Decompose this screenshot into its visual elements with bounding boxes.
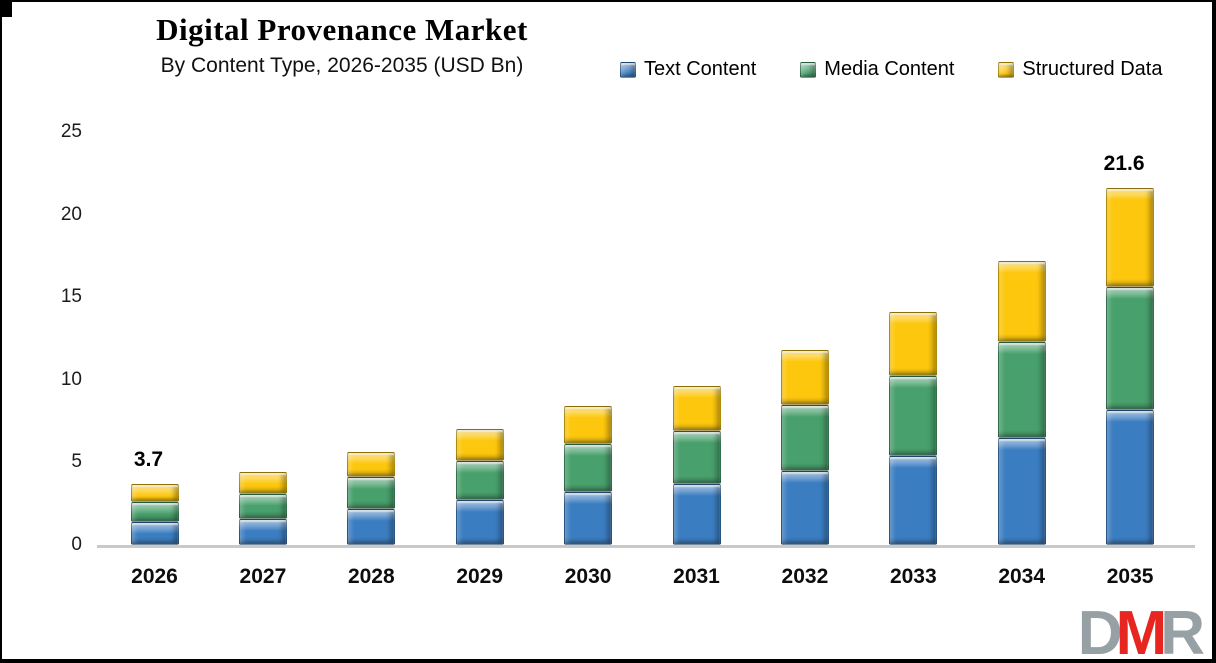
x-axis-category-label: 2033: [889, 565, 937, 588]
bar-segment-structured-data: [889, 312, 938, 377]
bar-segment-text-content: [347, 508, 396, 545]
x-axis-category-label: 2026: [131, 565, 178, 588]
bar-segment-text-content: [997, 437, 1046, 545]
bar-segment-structured-data: [997, 260, 1046, 342]
corner-notch: [2, 2, 12, 17]
bar-2027: [238, 2, 287, 545]
bar-segment-media-content: [238, 493, 287, 519]
legend-swatch-icon: [620, 61, 636, 78]
x-axis-category-label: 2027: [239, 565, 287, 588]
bar-segment-media-content: [564, 444, 613, 493]
bar-2032: [780, 2, 829, 545]
bar-2030: [564, 2, 613, 545]
bar-segment-text-content: [564, 492, 613, 545]
x-axis-line: [97, 545, 1195, 548]
bar-segment-media-content: [455, 460, 504, 501]
y-axis-tick-label: 20: [60, 203, 82, 225]
bar-segment-media-content: [889, 376, 938, 456]
bar-total-label: 21.6: [1103, 152, 1145, 176]
bar-segment-text-content: [238, 518, 287, 545]
logo-letter: D: [1077, 599, 1123, 663]
bar-segment-structured-data: [238, 472, 287, 494]
y-axis-tick-label: 0: [71, 534, 82, 555]
legend-label: Structured Data: [1022, 58, 1163, 80]
bar-segment-structured-data: [130, 483, 179, 503]
logo-letter: R: [1160, 599, 1205, 663]
legend-label: Media Content: [824, 58, 955, 80]
bar-segment-structured-data: [1106, 188, 1155, 288]
bar-2034: [997, 2, 1046, 545]
legend-swatch-icon: [800, 61, 817, 78]
bar-segment-structured-data: [455, 429, 504, 461]
bar-segment-structured-data: [347, 452, 396, 478]
bar-segment-structured-data: [672, 386, 721, 431]
y-axis-tick-label: 10: [60, 368, 82, 390]
bar-segment-text-content: [889, 455, 938, 545]
chart-subtitle: By Content Type, 2026-2035 (USD Bn): [160, 54, 524, 77]
bar-2029: [455, 2, 504, 545]
y-axis-tick-label: 25: [60, 121, 82, 142]
bar-2026: [130, 2, 179, 545]
bar-2028: [347, 2, 396, 545]
legend-item-text-content: Text Content: [620, 58, 756, 81]
x-axis-category-label: 2032: [781, 565, 829, 588]
bar-total-label: 3.7: [133, 447, 164, 471]
bar-2031: [672, 2, 721, 545]
title-block: Digital Provenance Market By Content Typ…: [92, 12, 592, 78]
bar-2035: [1106, 2, 1155, 545]
y-axis-tick-label: 5: [71, 451, 82, 473]
bar-segment-text-content: [130, 521, 179, 545]
y-axis-tick-label: 15: [60, 286, 82, 308]
x-axis-category-label: 2034: [998, 565, 1046, 588]
bar-segment-media-content: [997, 341, 1046, 438]
dmr-logo: DMR: [1077, 599, 1205, 663]
bar-segment-structured-data: [564, 406, 613, 445]
x-axis-category-label: 2029: [456, 565, 504, 588]
bar-segment-media-content: [347, 477, 396, 509]
bar-2033: [889, 2, 938, 545]
bar-segment-text-content: [455, 500, 504, 545]
legend-item-media-content: Media Content: [800, 58, 954, 81]
legend-swatch-icon: [998, 61, 1015, 78]
legend-label: Text Content: [644, 58, 757, 80]
bar-segment-media-content: [780, 404, 829, 471]
chart-legend: Text Content Media Content Structured Data: [620, 58, 1162, 81]
bar-segment-text-content: [672, 483, 721, 545]
legend-item-structured-data: Structured Data: [998, 58, 1162, 81]
x-axis-category-label: 2031: [673, 565, 720, 588]
x-axis-category-label: 2028: [347, 565, 395, 588]
bar-segment-media-content: [1106, 287, 1155, 410]
bar-segment-text-content: [1106, 409, 1155, 545]
x-axis-category-label: 2035: [1106, 565, 1154, 588]
bar-segment-media-content: [672, 431, 721, 484]
x-axis-category-label: 2030: [564, 565, 612, 588]
bar-segment-media-content: [130, 502, 179, 522]
bar-segment-structured-data: [780, 350, 829, 405]
chart-title: Digital Provenance Market: [156, 12, 528, 47]
logo-letter: M: [1115, 599, 1168, 663]
bar-segment-text-content: [780, 470, 829, 545]
